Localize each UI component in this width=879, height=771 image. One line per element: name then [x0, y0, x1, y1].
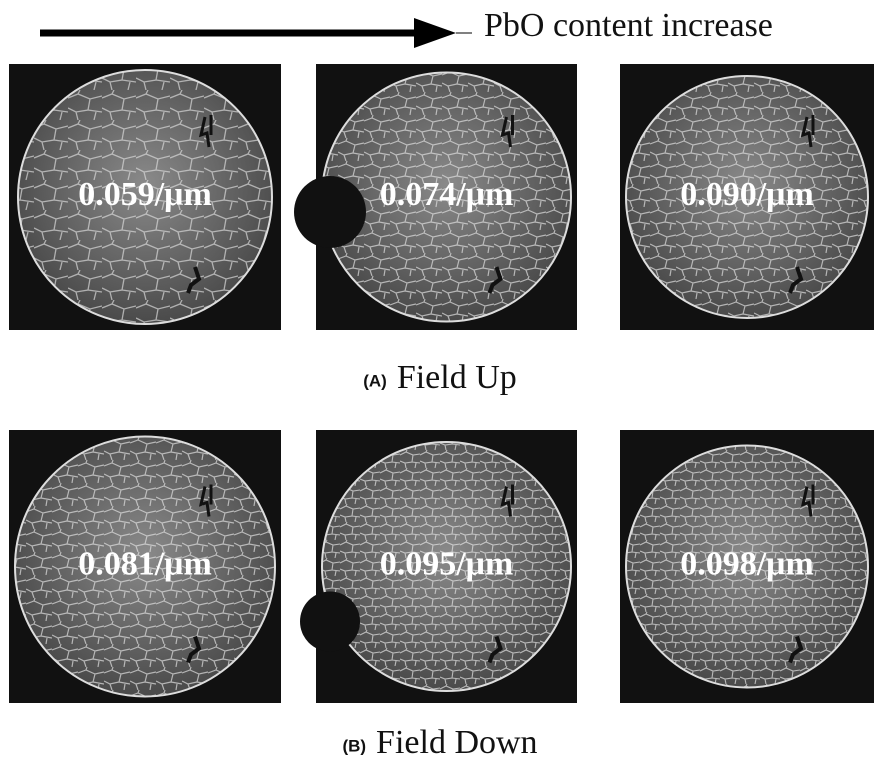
micrograph: 0.059/μm	[9, 64, 281, 330]
arrow-head	[414, 18, 456, 48]
notch	[300, 592, 360, 652]
micrograph: 0.090/μm	[620, 64, 874, 330]
micrograph: 0.098/μm	[620, 430, 874, 703]
density-label: 0.081/μm	[78, 545, 212, 582]
density-label: 0.059/μm	[78, 176, 212, 213]
density-label: 0.095/μm	[380, 545, 514, 582]
density-label: 0.098/μm	[680, 545, 814, 582]
micrograph: 0.095/μm	[300, 430, 577, 703]
figure: PbO content increase 0.059/μm 0.074/μm 0.0…	[0, 0, 879, 771]
panel-title: Field Up	[397, 359, 517, 396]
micrograph: 0.074/μm	[294, 64, 577, 330]
panel-tag: (B)	[342, 736, 366, 755]
panel-title: Field Down	[376, 724, 538, 761]
density-label: 0.090/μm	[680, 176, 814, 213]
arrow-label: PbO content increase	[484, 7, 773, 44]
density-label: 0.074/μm	[380, 176, 514, 213]
panel-tag: (A)	[363, 371, 387, 390]
notch	[294, 176, 366, 248]
micrograph: 0.081/μm	[9, 430, 281, 703]
